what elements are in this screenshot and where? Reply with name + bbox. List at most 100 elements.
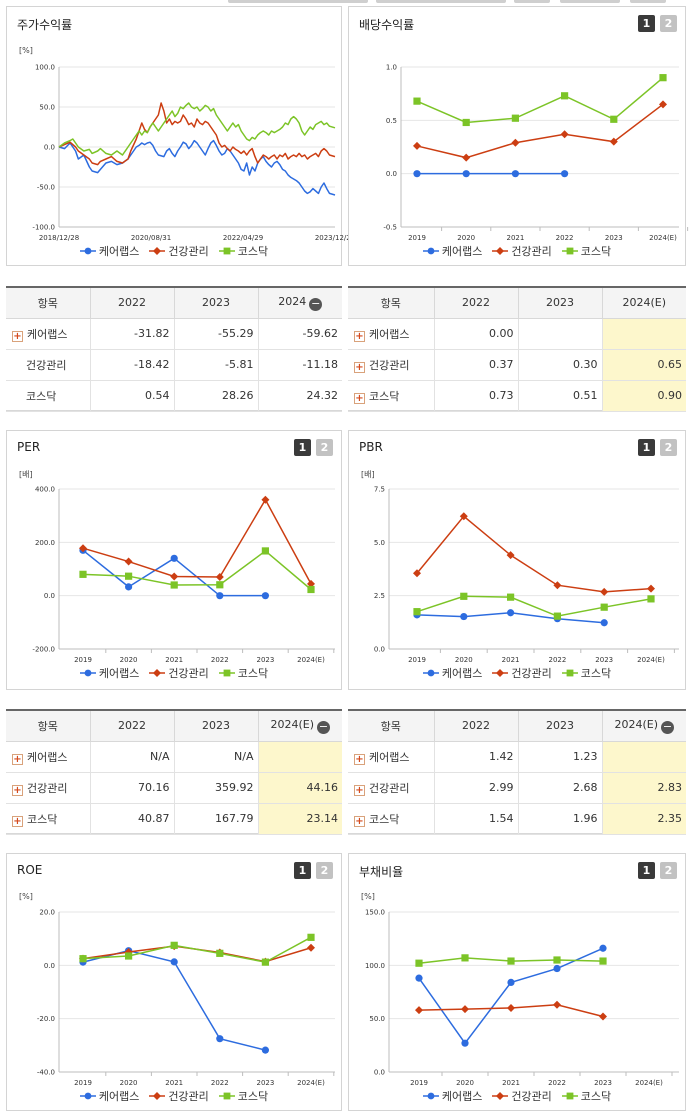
legend-item[interactable]: 코스닥 bbox=[218, 665, 268, 681]
legend-item[interactable]: 코스닥 bbox=[218, 1088, 268, 1104]
view-button-1[interactable]: 1 bbox=[638, 15, 655, 32]
legend-label: 코스닥 bbox=[580, 1090, 612, 1103]
panel-title: ROE bbox=[17, 863, 43, 877]
collapse-icon[interactable]: − bbox=[317, 719, 331, 734]
expand-plus-icon[interactable]: + bbox=[354, 753, 365, 765]
legend-swatch bbox=[149, 1092, 166, 1100]
data-point bbox=[170, 941, 178, 949]
view-button-2[interactable]: 2 bbox=[660, 439, 677, 456]
data-point bbox=[610, 115, 618, 123]
expand-plus-icon[interactable]: + bbox=[354, 392, 365, 404]
expand-plus-icon[interactable]: + bbox=[354, 784, 365, 796]
data-point bbox=[553, 964, 561, 973]
view-button-2[interactable]: 2 bbox=[660, 15, 677, 32]
table-cell: -55.29 bbox=[174, 318, 259, 350]
legend-item[interactable]: 코스닥 bbox=[218, 243, 269, 259]
data-point bbox=[170, 581, 178, 589]
legend-item[interactable]: 건강관리 bbox=[492, 1088, 552, 1104]
y-tick-label: 400.0 bbox=[35, 486, 55, 494]
view-button-2[interactable]: 2 bbox=[660, 862, 677, 879]
collapse-icon[interactable]: − bbox=[661, 719, 675, 734]
row-name[interactable]: + 케어랩스 bbox=[348, 741, 435, 773]
view-button-1[interactable]: 1 bbox=[638, 439, 655, 456]
data-point bbox=[511, 114, 519, 122]
view-button-2[interactable]: 2 bbox=[316, 862, 333, 879]
row-name[interactable]: + 케어랩스 bbox=[6, 318, 91, 350]
view-button-1[interactable]: 1 bbox=[294, 862, 311, 879]
table-cell: 0.90 bbox=[602, 380, 686, 412]
expand-plus-icon[interactable]: + bbox=[354, 361, 365, 373]
expand-plus-icon[interactable]: + bbox=[12, 815, 23, 827]
row-name[interactable]: + 코스닥 bbox=[348, 803, 435, 835]
table-cell: 0.37 bbox=[434, 349, 519, 381]
x-tick-label: 2023 bbox=[605, 234, 623, 242]
row-name[interactable]: + 건강관리 bbox=[348, 349, 435, 381]
collapse-icon[interactable]: − bbox=[309, 296, 323, 311]
y-tick-label: 1.0 bbox=[386, 64, 397, 72]
data-point bbox=[462, 170, 470, 178]
expand-plus-icon[interactable]: + bbox=[12, 330, 23, 342]
table-cell: 1.42 bbox=[434, 741, 519, 773]
row-name[interactable]: + 코스닥 bbox=[6, 803, 91, 835]
row-name[interactable]: + 건강관리 bbox=[348, 772, 435, 804]
expand-plus-icon[interactable]: + bbox=[12, 784, 23, 796]
table-cell bbox=[602, 318, 686, 350]
table-cell: 23.14 bbox=[258, 803, 342, 835]
legend-swatch bbox=[561, 669, 578, 677]
x-tick-label: 2019 bbox=[74, 1079, 92, 1087]
unit-label: [%] bbox=[19, 892, 33, 901]
expand-plus-icon[interactable]: + bbox=[354, 815, 365, 827]
legend-item[interactable]: 케어랩스 bbox=[79, 665, 139, 681]
data-point bbox=[413, 141, 421, 150]
header-item: 항목 bbox=[348, 711, 435, 742]
data-point bbox=[561, 92, 569, 100]
x-tick-label: 2024(E) bbox=[635, 1079, 663, 1087]
data-point bbox=[609, 137, 618, 146]
x-tick-label: 2024(E) bbox=[649, 234, 677, 242]
legend-item[interactable]: 건강관리 bbox=[149, 1088, 209, 1104]
legend-item[interactable]: 코스닥 bbox=[561, 665, 611, 681]
legend-label: 코스닥 bbox=[237, 245, 269, 258]
header-year: 2022 bbox=[90, 288, 175, 319]
view-button-2[interactable]: 2 bbox=[316, 439, 333, 456]
legend-item[interactable]: 케어랩스 bbox=[79, 1088, 139, 1104]
header-year: 2023 bbox=[518, 288, 603, 319]
legend-label: 건강관리 bbox=[511, 667, 552, 680]
legend-item[interactable]: 케어랩스 bbox=[79, 243, 139, 259]
row-name[interactable]: + 케어랩스 bbox=[6, 741, 91, 773]
x-tick-label: 2019 bbox=[74, 656, 92, 664]
table-cell: -31.82 bbox=[90, 318, 175, 350]
legend-item[interactable]: 건강관리 bbox=[492, 665, 552, 681]
legend-swatch bbox=[492, 247, 509, 255]
legend-item[interactable]: 건강관리 bbox=[492, 243, 552, 259]
pbr-table: 항목 2022 2023 2024(E) − + 케어랩스 1.42 1.23 + 건강관리 2.99… bbox=[348, 709, 686, 835]
view-button-1[interactable]: 1 bbox=[294, 439, 311, 456]
y-tick-label: -0.5 bbox=[383, 224, 397, 232]
legend-label: 건강관리 bbox=[511, 1090, 552, 1103]
data-point bbox=[600, 587, 609, 596]
legend-item[interactable]: 코스닥 bbox=[561, 243, 611, 259]
legend-item[interactable]: 케어랩스 bbox=[422, 1088, 482, 1104]
unit-label: [배] bbox=[361, 470, 375, 479]
legend-item[interactable]: 케어랩스 bbox=[422, 243, 482, 259]
row-name[interactable]: + 케어랩스 bbox=[348, 318, 435, 350]
table-cell: 40.87 bbox=[90, 803, 175, 835]
row-name[interactable]: + 건강관리 bbox=[6, 772, 91, 804]
panel-title: PBR bbox=[359, 440, 383, 454]
view-button-1[interactable]: 1 bbox=[638, 862, 655, 879]
legend-item[interactable]: 코스닥 bbox=[561, 1088, 612, 1104]
legend-item[interactable]: 건강관리 bbox=[149, 243, 209, 259]
unit-label: [배] bbox=[19, 470, 33, 479]
x-tick-label: 2022/04/29 bbox=[223, 234, 263, 242]
y-tick-label: -100.0 bbox=[32, 224, 55, 232]
legend-item[interactable]: 건강관리 bbox=[149, 665, 209, 681]
row-name: 건강관리 bbox=[6, 349, 91, 381]
expand-plus-icon[interactable]: + bbox=[12, 753, 23, 765]
legend-swatch bbox=[561, 247, 578, 255]
data-point bbox=[553, 581, 562, 590]
legend-item[interactable]: 케어랩스 bbox=[422, 665, 482, 681]
expand-plus-icon[interactable]: + bbox=[354, 330, 365, 342]
row-name[interactable]: + 코스닥 bbox=[348, 380, 435, 412]
